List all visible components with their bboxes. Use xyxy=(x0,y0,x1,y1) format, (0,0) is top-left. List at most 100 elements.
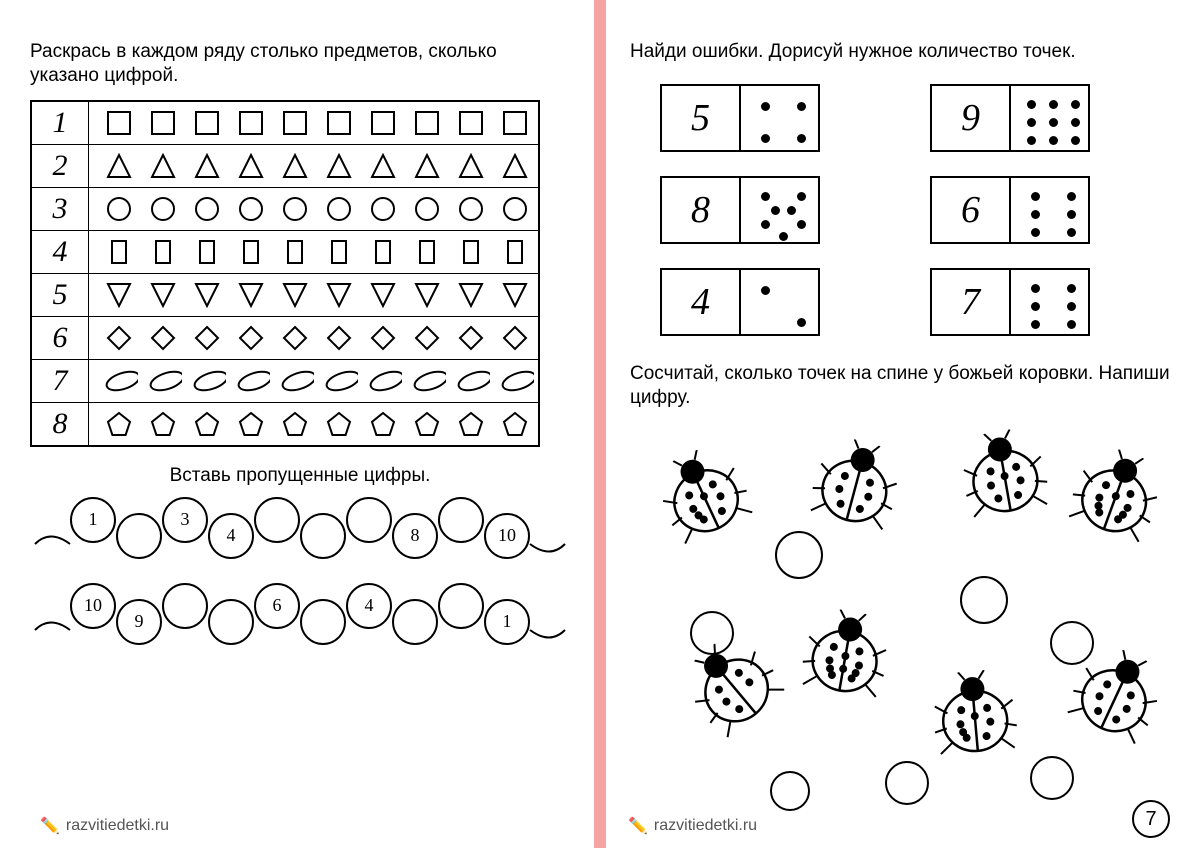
page-number: 7 xyxy=(1132,800,1170,838)
dot-icon xyxy=(1071,100,1080,109)
dot-icon xyxy=(1049,118,1058,127)
seq-circle: 6 xyxy=(254,583,300,629)
ex2-seq2-wrap: 109641 xyxy=(30,583,570,655)
ellipse-icon xyxy=(276,368,314,394)
domino-number: 5 xyxy=(662,86,741,150)
domino: 9 xyxy=(930,84,1090,152)
rect-icon xyxy=(144,239,182,265)
dot-icon xyxy=(761,134,770,143)
answer-circle xyxy=(775,531,823,579)
ellipse-icon xyxy=(364,368,402,394)
tridown-icon xyxy=(320,282,358,308)
tridown-icon xyxy=(144,282,182,308)
ladybug xyxy=(670,623,800,754)
ladybug-icon xyxy=(644,437,764,557)
triangle-icon xyxy=(100,153,138,179)
ex4-title: Сосчитай, сколько точек на спине у божье… xyxy=(630,362,1170,410)
seq-circle: 1 xyxy=(70,497,116,543)
square-icon xyxy=(144,110,182,136)
dot-icon xyxy=(797,318,806,327)
dot-icon xyxy=(1067,320,1076,329)
domino-number: 4 xyxy=(662,270,741,334)
domino-dots xyxy=(1011,178,1088,242)
triangle-icon xyxy=(144,153,182,179)
seq-circle: 10 xyxy=(484,513,530,559)
ex3-grid: 5 9 8 6 4 7 xyxy=(660,84,1140,336)
rect-icon xyxy=(100,239,138,265)
rect-icon xyxy=(320,239,358,265)
pentagon-icon xyxy=(144,411,182,437)
triangle-icon xyxy=(452,153,490,179)
domino-number: 8 xyxy=(662,178,741,242)
domino: 7 xyxy=(930,268,1090,336)
domino-number: 7 xyxy=(932,270,1011,334)
ladybug-icon xyxy=(793,604,897,708)
square-icon xyxy=(364,110,402,136)
dot-icon xyxy=(787,206,796,215)
domino-dots xyxy=(741,178,818,242)
pentagon-icon xyxy=(364,411,402,437)
dot-icon xyxy=(1027,136,1036,145)
circle-icon xyxy=(452,196,490,222)
triangle-icon xyxy=(188,153,226,179)
tridown-icon xyxy=(496,282,534,308)
diamond-icon xyxy=(276,325,314,351)
pentagon-icon xyxy=(496,411,534,437)
ellipse-icon xyxy=(188,368,226,394)
domino-dots xyxy=(741,270,818,334)
row-shapes xyxy=(89,144,540,187)
row-number: 6 xyxy=(31,316,89,359)
dot-icon xyxy=(1031,302,1040,311)
row-shapes xyxy=(89,101,540,145)
tridown-icon xyxy=(232,282,270,308)
square-icon xyxy=(232,110,270,136)
circle-icon xyxy=(496,196,534,222)
ex3-title: Найди ошибки. Дорисуй нужное количество … xyxy=(630,40,1170,64)
triangle-icon xyxy=(320,153,358,179)
circle-icon xyxy=(276,196,314,222)
dot-icon xyxy=(1067,228,1076,237)
seq-circle: 10 xyxy=(70,583,116,629)
diamond-icon xyxy=(144,325,182,351)
circle-icon xyxy=(320,196,358,222)
seq-circle xyxy=(300,599,346,645)
ex1-row: 7 xyxy=(31,359,539,402)
domino: 8 xyxy=(660,176,820,244)
footer-text: razvitiedetki.ru xyxy=(654,817,757,835)
triangle-icon xyxy=(232,153,270,179)
answer-circle xyxy=(690,611,734,655)
dot-icon xyxy=(1031,284,1040,293)
row-shapes xyxy=(89,187,540,230)
answer-circle xyxy=(885,761,929,805)
diamond-icon xyxy=(188,325,226,351)
tridown-icon xyxy=(408,282,446,308)
pentagon-icon xyxy=(408,411,446,437)
ex2-seq1-wrap: 134810 xyxy=(30,497,570,569)
square-icon xyxy=(496,110,534,136)
seq-circle: 8 xyxy=(392,513,438,559)
dot-icon xyxy=(1071,118,1080,127)
pentagon-icon xyxy=(188,411,226,437)
rect-icon xyxy=(276,239,314,265)
footer-right: ✏️ razvitiedetki.ru xyxy=(628,816,757,836)
seq-circle xyxy=(208,599,254,645)
domino: 4 xyxy=(660,268,820,336)
square-icon xyxy=(188,110,226,136)
answer-circle xyxy=(770,771,810,811)
domino-number: 9 xyxy=(932,86,1011,150)
dot-icon xyxy=(779,232,788,241)
dot-icon xyxy=(797,134,806,143)
domino-number: 6 xyxy=(932,178,1011,242)
circle-icon xyxy=(232,196,270,222)
tridown-icon xyxy=(188,282,226,308)
domino-dots xyxy=(1011,270,1088,334)
ex1-title: Раскрась в каждом ряду столько предметов… xyxy=(30,40,570,88)
ex1-row: 6 xyxy=(31,316,539,359)
row-shapes xyxy=(89,402,540,446)
seq-circle: 4 xyxy=(208,513,254,559)
dot-icon xyxy=(797,102,806,111)
dot-icon xyxy=(797,192,806,201)
dot-icon xyxy=(1031,192,1040,201)
rect-icon xyxy=(364,239,402,265)
domino: 5 xyxy=(660,84,820,152)
